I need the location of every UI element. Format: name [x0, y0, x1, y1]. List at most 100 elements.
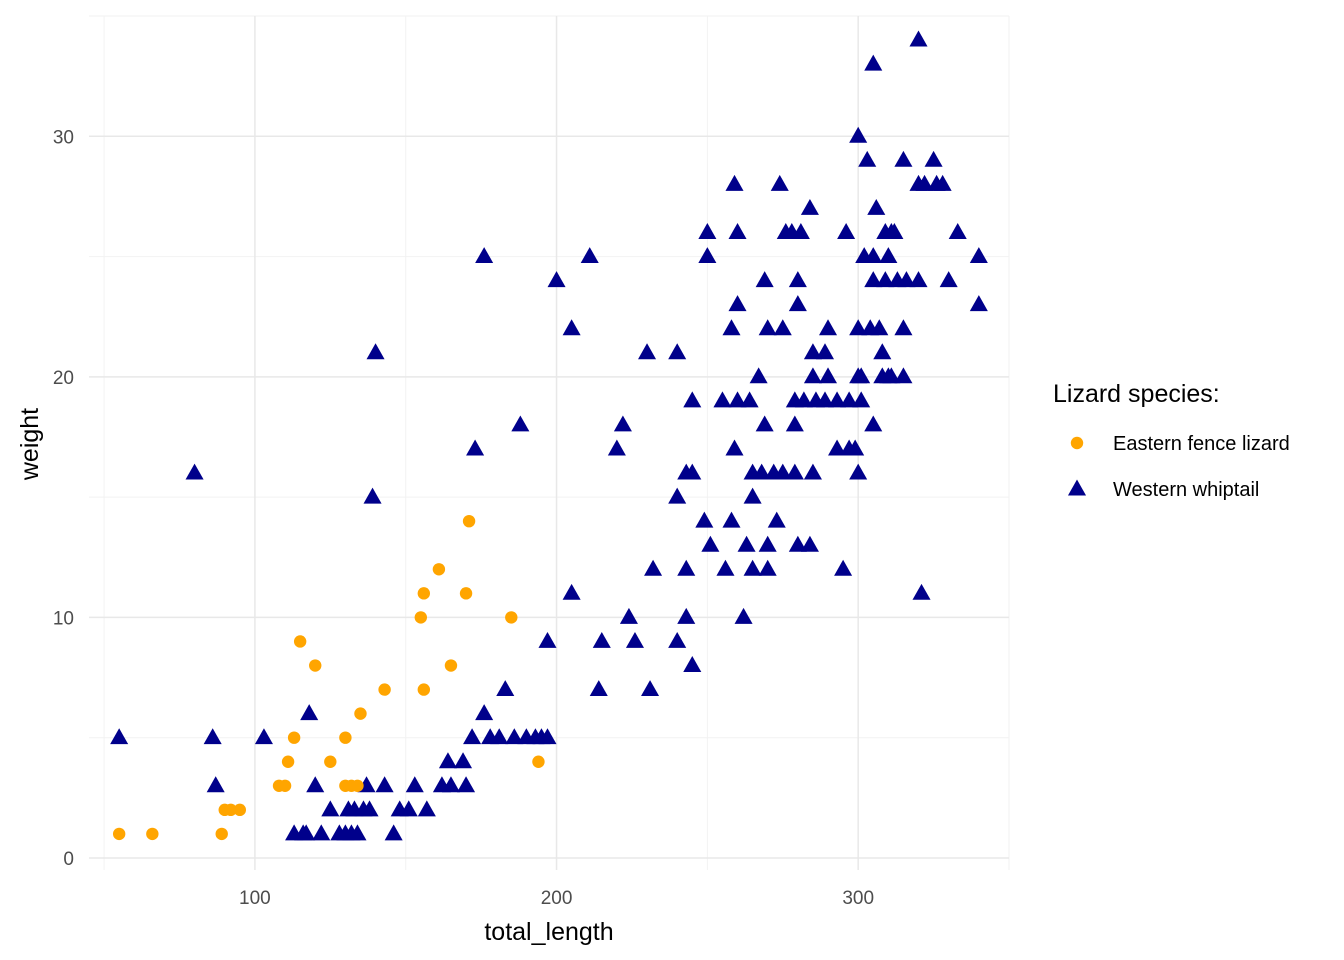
data-point	[909, 271, 928, 288]
data-point	[815, 391, 835, 408]
data-point	[873, 343, 892, 360]
data-point	[737, 535, 756, 552]
data-point	[644, 559, 663, 576]
data-point	[969, 247, 988, 264]
data-point	[864, 271, 883, 288]
data-point	[897, 271, 916, 288]
legend-key	[1067, 479, 1087, 496]
data-point	[405, 776, 424, 793]
data-point	[800, 535, 819, 552]
data-point	[185, 463, 204, 480]
data-points	[110, 30, 988, 841]
data-point	[864, 247, 883, 264]
data-point	[511, 415, 530, 432]
data-point	[849, 126, 868, 143]
data-point	[800, 198, 819, 215]
data-point	[432, 563, 446, 576]
data-point	[876, 271, 895, 288]
data-point	[743, 559, 762, 576]
data-point	[867, 198, 886, 215]
data-point	[969, 295, 988, 312]
data-point	[758, 319, 777, 336]
data-point	[933, 174, 952, 191]
data-point	[538, 728, 557, 745]
y-tick-label: 10	[53, 608, 74, 629]
data-point	[463, 728, 482, 745]
data-point	[112, 827, 126, 841]
data-point	[755, 415, 774, 432]
data-point	[607, 439, 626, 456]
data-point	[728, 391, 747, 408]
data-point	[384, 824, 403, 841]
data-point	[912, 583, 931, 600]
data-point	[909, 30, 928, 47]
data-point	[828, 439, 847, 456]
data-point	[462, 514, 476, 528]
data-point	[592, 631, 611, 648]
data-point	[788, 295, 807, 312]
data-point	[309, 659, 322, 672]
data-point	[363, 487, 382, 504]
series-eastern-fence-lizard	[112, 514, 545, 841]
data-point	[725, 174, 744, 191]
data-point	[505, 728, 524, 745]
data-point	[803, 343, 822, 360]
data-point	[864, 54, 883, 71]
data-point	[378, 683, 391, 696]
data-point	[638, 343, 657, 360]
data-point	[725, 439, 744, 456]
data-point	[444, 659, 458, 672]
data-point	[849, 463, 868, 480]
data-point	[668, 631, 687, 648]
data-point	[354, 707, 367, 720]
data-point	[749, 367, 768, 384]
data-point	[773, 463, 792, 480]
data-point	[293, 635, 307, 648]
legend-title: Lizard species:	[1053, 380, 1220, 408]
data-point	[815, 343, 835, 360]
data-point	[641, 680, 660, 697]
data-point	[580, 247, 599, 264]
data-point	[948, 223, 967, 239]
data-point	[743, 487, 762, 504]
data-point	[399, 800, 418, 817]
data-point	[770, 174, 789, 191]
data-point	[146, 827, 159, 841]
data-point	[297, 824, 316, 841]
legend-key	[1070, 436, 1084, 450]
data-point	[858, 150, 877, 167]
data-point	[110, 728, 129, 745]
data-point	[613, 415, 632, 432]
data-point	[879, 247, 898, 264]
data-point	[701, 535, 720, 552]
data-point	[562, 583, 581, 600]
data-point	[716, 559, 735, 576]
data-point	[360, 800, 379, 817]
data-point	[939, 271, 958, 288]
data-point	[885, 223, 904, 239]
data-point	[203, 728, 222, 745]
data-point	[683, 391, 702, 408]
data-point	[351, 779, 364, 793]
data-point	[788, 535, 807, 552]
data-point	[849, 319, 868, 336]
data-point	[562, 319, 581, 336]
x-tick-label: 100	[239, 888, 271, 909]
data-point	[532, 755, 545, 768]
data-point	[870, 319, 889, 336]
data-point	[837, 223, 856, 239]
x-axis-title: total_length	[484, 918, 613, 946]
y-axis-tick-labels: 0 10 20 30	[53, 127, 74, 870]
data-point	[538, 631, 557, 648]
data-point	[300, 704, 319, 721]
data-point	[698, 223, 717, 239]
data-point	[668, 487, 687, 504]
data-point	[840, 391, 859, 408]
data-point	[505, 611, 518, 624]
data-point	[924, 150, 943, 167]
data-point	[475, 247, 494, 264]
data-point	[894, 150, 913, 167]
data-point	[677, 559, 696, 576]
data-point	[321, 800, 340, 817]
